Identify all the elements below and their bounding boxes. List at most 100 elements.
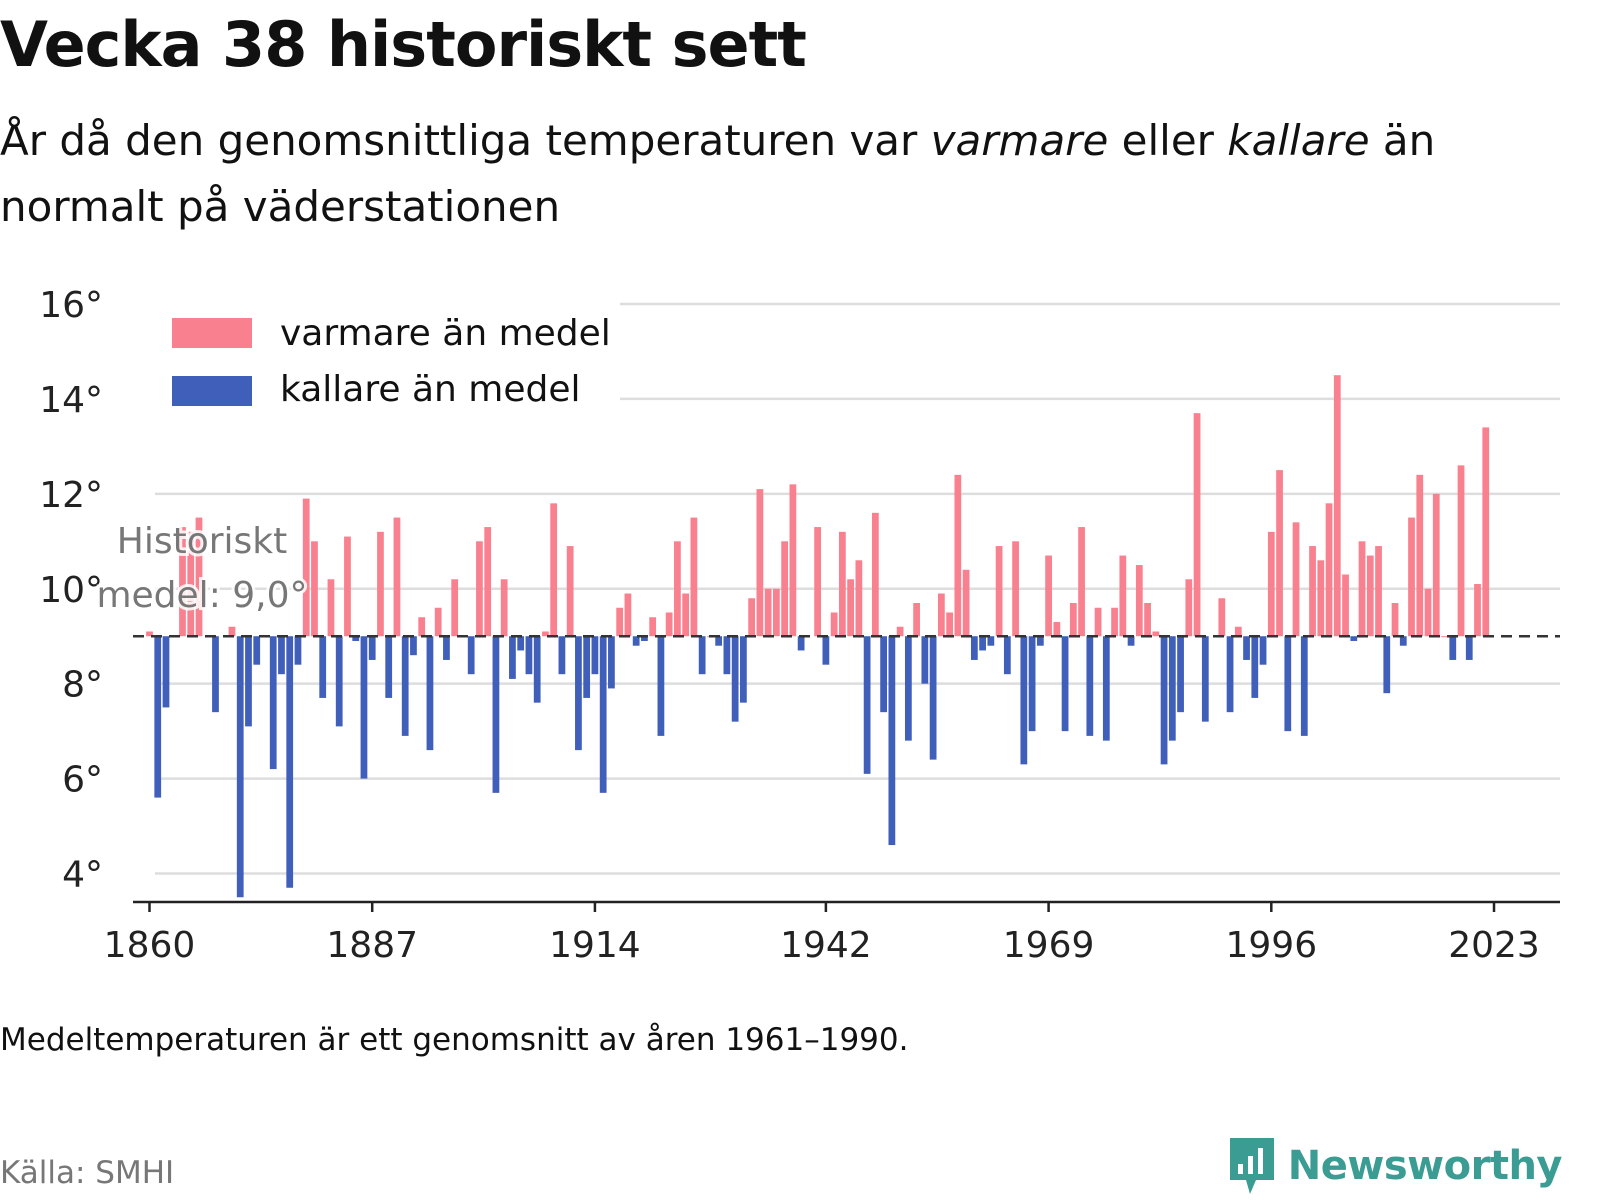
bar-1939 [797,636,805,651]
y-tick-label-12: 12° [39,475,103,516]
y-tick-label-16: 16° [39,285,103,326]
bar-2018 [1449,636,1457,660]
bar-1998 [1284,636,1292,732]
legend-label-warm: varmare än medel [280,313,611,354]
bar-1972 [1069,603,1077,637]
bar-1954 [921,636,929,684]
bar-1895 [434,607,442,637]
bar-1957 [946,612,953,637]
bar-1987 [1193,413,1201,637]
bar-1931 [731,636,739,722]
bar-1926 [690,517,698,637]
bar-2014 [1416,474,1424,637]
bar-1960 [970,636,978,660]
bar-1991 [1226,636,1234,713]
bar-1921 [649,617,657,637]
bar-1938 [789,484,797,637]
bar-1974 [1086,636,1094,736]
bar-1996 [1267,531,1275,637]
bar-1903 [500,579,508,637]
legend: varmare än medel kallare än medel [152,300,620,410]
bar-1910 [558,636,566,675]
temperature-bar-chart: 4° 6° 8° 10° 12° 14° 16° Historiskt medel: 9,0… [39,285,1560,966]
bar-2004 [1333,375,1341,637]
bar-2006 [1350,636,1358,641]
bar-1935 [764,588,772,637]
bar-1922 [657,636,665,736]
bar-1984 [1168,636,1176,741]
bar-1868 [212,636,219,713]
bar-1986 [1185,579,1193,637]
bar-1942 [822,636,830,665]
bar-2002 [1317,560,1325,637]
bar-1902 [492,636,500,793]
bar-1945 [847,579,854,637]
bar-1897 [451,579,459,637]
bar-1951 [896,626,904,637]
bar-1999 [1292,522,1300,637]
bar-1995 [1259,636,1267,665]
bar-1985 [1177,636,1184,713]
baseline-label-line2: medel: 9,0° [96,575,307,616]
bar-1861 [154,636,162,798]
bars [146,375,1490,898]
bar-1911 [566,546,574,637]
legend-swatch-cold [172,376,252,406]
bar-1953 [913,603,920,637]
bar-1879 [302,498,310,637]
bar-1887 [368,636,376,660]
legend-label-cold: kallare än medel [280,369,580,410]
bar-1905 [517,636,525,651]
newsworthy-logo-icon [1229,1138,1274,1194]
x-tick-label-1996: 1996 [1225,925,1317,966]
bar-1860 [146,631,153,637]
bar-1979 [1127,636,1135,646]
bar-1963 [995,546,1003,637]
bar-1965 [1012,541,1019,637]
bar-2011 [1391,603,1399,637]
bar-1970 [1053,621,1061,637]
bar-1875 [269,636,277,770]
bar-2001 [1309,546,1316,637]
x-tick-label-1860: 1860 [104,925,196,966]
bar-1959 [962,569,970,637]
bar-1909 [550,503,558,637]
bar-1914 [591,636,599,675]
bar-1973 [1078,527,1085,637]
bar-1907 [533,636,541,703]
y-tick-label-8: 8° [62,665,103,706]
bar-2007 [1358,541,1366,637]
footnote: Medeltemperaturen är ett genomsnitt av å… [0,1022,909,1058]
bar-1962 [987,636,995,646]
bar-1878 [294,636,302,665]
bar-1862 [162,636,170,708]
bar-1919 [632,636,640,646]
bar-1980 [1135,565,1143,637]
bar-2013 [1408,517,1415,637]
bar-1933 [748,598,756,637]
bar-2016 [1432,493,1440,637]
bar-1961 [979,636,986,651]
bar-1975 [1094,607,1102,637]
bar-1947 [863,636,871,774]
bar-1978 [1119,555,1127,637]
bar-1967 [1028,636,1036,732]
chart-subtitle: År då den genomsnittliga temperaturen va… [0,108,1560,240]
bar-1892 [410,636,417,656]
bar-1944 [838,531,846,637]
y-tick-label-6: 6° [62,760,103,801]
bar-1976 [1102,636,1110,741]
bar-1982 [1152,631,1160,637]
bar-1864 [179,527,186,637]
bar-1884 [344,536,351,637]
bar-1901 [484,527,492,637]
bar-1958 [954,474,962,637]
bar-1955 [929,636,937,760]
bar-1952 [904,636,912,741]
source-label: Källa: SMHI [0,1155,175,1191]
bar-1971 [1061,636,1069,732]
subtitle-text-2: eller [1108,116,1228,165]
bar-1872 [245,636,252,727]
bar-1925 [682,593,690,637]
bar-1920 [641,636,648,641]
